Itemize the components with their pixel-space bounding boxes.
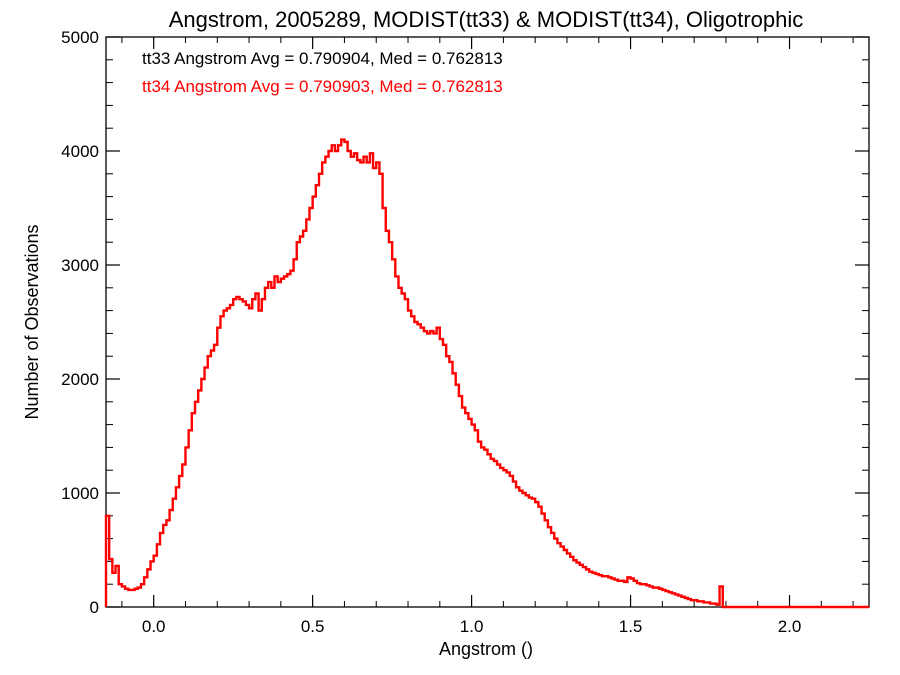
x-tick-label: 2.0 (778, 617, 802, 636)
y-tick-label: 2000 (61, 370, 99, 389)
y-axis-label: Number of Observations (22, 224, 42, 419)
y-tick-label: 4000 (61, 142, 99, 161)
annotation-tt33: tt33 Angstrom Avg = 0.790904, Med = 0.76… (142, 49, 503, 68)
x-tick-label: 1.0 (460, 617, 484, 636)
y-tick-label: 3000 (61, 256, 99, 275)
series-step-line (104, 138, 869, 609)
y-tick-label: 5000 (61, 28, 99, 47)
x-axis-label: Angstrom () (439, 639, 533, 659)
y-tick-label: 0 (90, 598, 99, 617)
x-axis: 0.0 0.5 1.0 1.5 2.0 (121, 37, 854, 636)
annotation-tt34: tt34 Angstrom Avg = 0.790903, Med = 0.76… (142, 77, 503, 96)
chart-title: Angstrom, 2005289, MODIST(tt33) & MODIST… (169, 7, 804, 32)
plot-frame (105, 36, 870, 608)
x-tick-label: 1.5 (619, 617, 643, 636)
x-tick-label: 0.5 (301, 617, 325, 636)
y-tick-label: 1000 (61, 484, 99, 503)
y-axis: 0 1000 2000 3000 4000 5000 (61, 28, 869, 617)
x-tick-label: 0.0 (142, 617, 166, 636)
